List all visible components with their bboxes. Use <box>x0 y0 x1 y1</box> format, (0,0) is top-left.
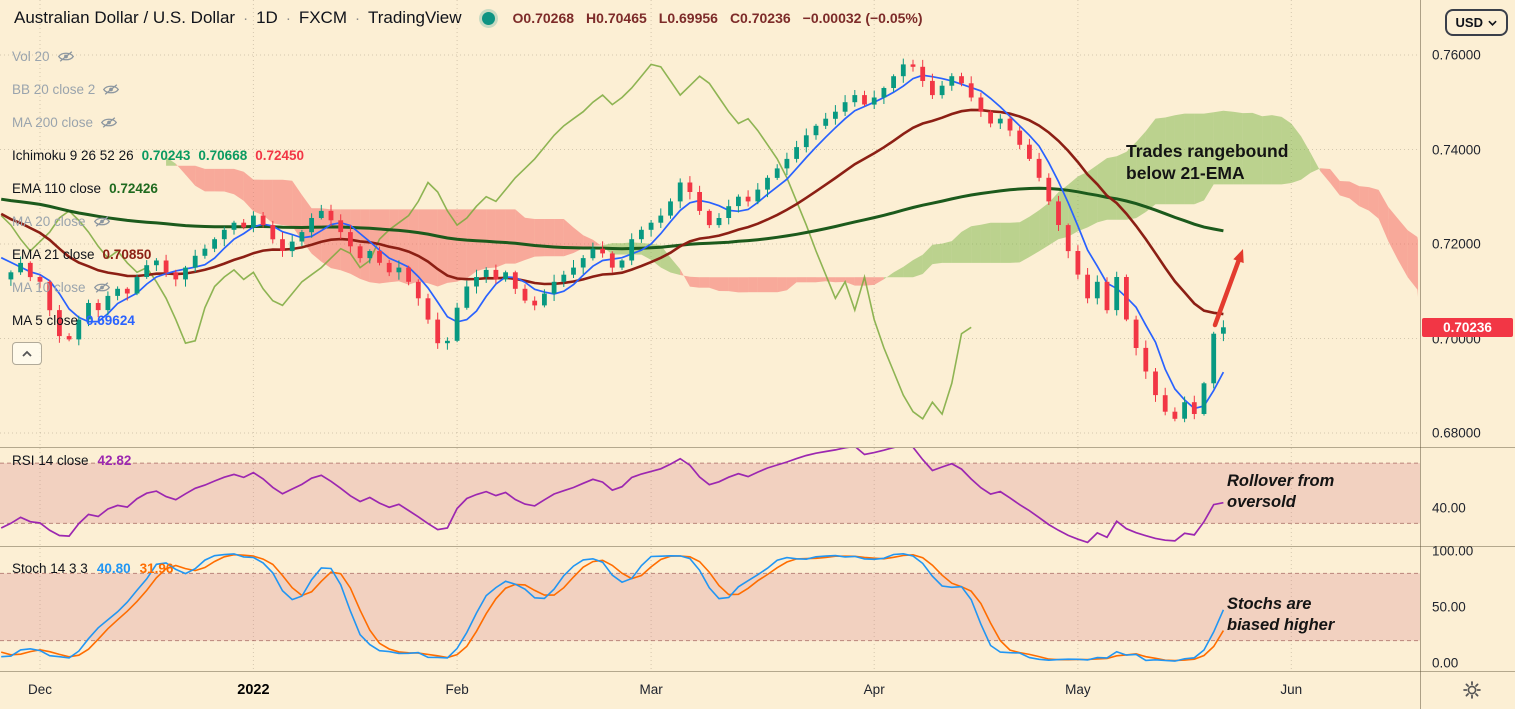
exchange-label: FXCM <box>298 8 347 27</box>
legend-item-label: MA 200 close <box>12 115 94 130</box>
legend-collapse-button[interactable] <box>12 342 42 365</box>
legend-item-ema110[interactable]: EMA 110 close 0.72426 <box>12 172 304 205</box>
stoch-d-value: 31.96 <box>139 561 174 576</box>
legend-item-ma200[interactable]: MA 200 close <box>12 106 304 139</box>
annotation-line: biased higher <box>1227 616 1335 634</box>
legend-item-label: MA 5 close <box>12 313 79 328</box>
rsi-label-text: RSI 14 close <box>12 453 89 468</box>
header-separator: · <box>243 9 249 27</box>
interval-label[interactable]: 1D <box>256 8 278 27</box>
pane-separator[interactable] <box>0 546 1515 547</box>
legend-item-bb20[interactable]: BB 20 close 2 <box>12 73 304 106</box>
eye-off-icon[interactable] <box>93 281 110 294</box>
legend-value: 0.72450 <box>255 148 305 163</box>
currency-selector-button[interactable]: USD <box>1444 9 1508 36</box>
legend-item-ema21[interactable]: EMA 21 close 0.70850 <box>12 238 304 271</box>
legend-item-label: BB 20 close 2 <box>12 82 96 97</box>
eye-off-icon[interactable] <box>101 116 118 129</box>
currency-label: USD <box>1455 15 1483 30</box>
time-tick-label: Feb <box>445 682 469 697</box>
rsi-tick-label: 40.00 <box>1432 500 1466 516</box>
legend-value: 0.72426 <box>109 181 158 196</box>
time-tick-label: Apr <box>863 682 885 697</box>
legend-item-ma20[interactable]: MA 20 close <box>12 205 304 238</box>
last-price-badge: 0.70236 <box>1422 317 1513 337</box>
ohlc-change: −0.00032 (−0.05%) <box>802 10 923 26</box>
time-tick-label: Mar <box>639 682 663 697</box>
time-tick-label: Dec <box>27 682 53 697</box>
symbol-title[interactable]: Australian Dollar / U.S. Dollar <box>14 8 236 27</box>
indicator-legend: Vol 20 BB 20 close 2 MA 200 close Ichimo… <box>12 40 304 365</box>
price-tick-label: 0.68000 <box>1432 425 1481 441</box>
legend-value: 0.70850 <box>102 247 152 262</box>
legend-value: 0.69624 <box>86 313 135 328</box>
rsi-value: 42.82 <box>97 453 132 468</box>
annotation-rangebound[interactable]: Trades rangebound below 21-EMA <box>1126 140 1288 184</box>
legend-item-ma10[interactable]: MA 10 close <box>12 271 304 304</box>
legend-item-ichimoku[interactable]: Ichimoku 9 26 52 26 0.70243 0.70668 0.72… <box>12 139 304 172</box>
ohlc-low: L0.69956 <box>658 10 718 26</box>
ohlc-close: C0.70236 <box>729 10 791 26</box>
legend-value: 0.70668 <box>198 148 248 163</box>
rsi-pane-legend[interactable]: RSI 14 close 42.82 <box>12 453 131 468</box>
price-tick-label: 0.76000 <box>1432 47 1481 63</box>
chart-canvas[interactable] <box>0 0 1420 672</box>
annotation-line: Trades rangebound <box>1126 141 1289 161</box>
legend-item-vol20[interactable]: Vol 20 <box>12 40 304 73</box>
eye-off-icon[interactable] <box>57 50 74 63</box>
brand-label: TradingView <box>367 8 462 27</box>
eye-off-icon[interactable] <box>93 215 110 228</box>
time-axis[interactable]: Dec 2022 Feb Mar Apr May Jun <box>0 672 1515 709</box>
legend-item-label: Vol 20 <box>12 49 50 64</box>
annotation-line: below 21-EMA <box>1126 163 1245 183</box>
time-axis-border <box>0 671 1515 672</box>
chart-header: Australian Dollar / U.S. Dollar · 1D · F… <box>14 8 923 28</box>
time-tick-label: Jun <box>1280 682 1303 697</box>
price-tick-label: 0.72000 <box>1432 236 1481 252</box>
legend-item-label: EMA 110 close <box>12 181 102 196</box>
ohlc-open: O0.70268 <box>512 10 575 26</box>
stoch-label-text: Stoch 14 3 3 <box>12 561 88 576</box>
market-status-dot-icon <box>481 11 495 25</box>
annotation-line: Rollover from <box>1227 472 1335 490</box>
legend-item-label: MA 20 close <box>12 214 86 229</box>
header-separator: · <box>354 9 360 27</box>
stoch-pane-legend[interactable]: Stoch 14 3 3 40.80 31.96 <box>12 561 173 576</box>
ohlc-high: H0.70465 <box>586 10 647 26</box>
axis-settings-gear-icon[interactable] <box>1463 681 1481 704</box>
stoch-k-value: 40.80 <box>96 561 131 576</box>
pane-separator[interactable] <box>0 447 1515 448</box>
price-axis-border <box>1420 0 1421 709</box>
annotation-line: Stochs are <box>1227 595 1312 613</box>
legend-item-ma5[interactable]: MA 5 close 0.69624 <box>12 304 304 337</box>
header-separator: · <box>285 9 291 27</box>
stoch-tick-label: 100.00 <box>1432 543 1474 559</box>
legend-item-label: MA 10 close <box>12 280 86 295</box>
legend-item-label: Ichimoku 9 26 52 26 <box>12 148 134 163</box>
price-tick-label: 0.74000 <box>1432 142 1481 157</box>
time-tick-label: May <box>1065 682 1091 697</box>
stoch-tick-label: 0.00 <box>1432 655 1459 671</box>
stoch-tick-label: 50.00 <box>1432 599 1466 615</box>
legend-value: 0.70243 <box>141 148 191 163</box>
chevron-up-icon <box>22 350 32 357</box>
ohlc-readout: O0.70268 H0.70465 L0.69956 C0.70236 −0.0… <box>513 10 923 26</box>
annotation-line: oversold <box>1227 493 1296 511</box>
price-axis[interactable]: 0.76000 0.74000 0.72000 0.70000 0.68000 … <box>1421 0 1515 672</box>
annotation-stoch-bias[interactable]: Stochs are biased higher <box>1227 594 1334 636</box>
legend-item-label: EMA 21 close <box>12 247 95 262</box>
annotation-rsi-rollover[interactable]: Rollover from oversold <box>1227 471 1334 513</box>
chevron-down-icon <box>1488 20 1497 26</box>
eye-off-icon[interactable] <box>103 83 120 96</box>
time-tick-label-year: 2022 <box>237 682 270 698</box>
